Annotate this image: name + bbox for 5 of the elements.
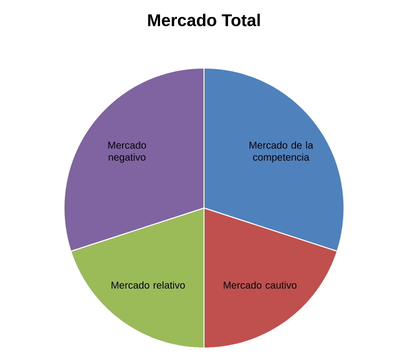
- slice-label: Mercado relativo: [112, 281, 185, 289]
- slice-label: Mercado de la competencia: [250, 141, 314, 163]
- chart-title: Mercado Total: [148, 14, 260, 26]
- slice-label: Mercado cautivo: [224, 281, 296, 289]
- slice-label: Mercado negativo: [108, 141, 146, 163]
